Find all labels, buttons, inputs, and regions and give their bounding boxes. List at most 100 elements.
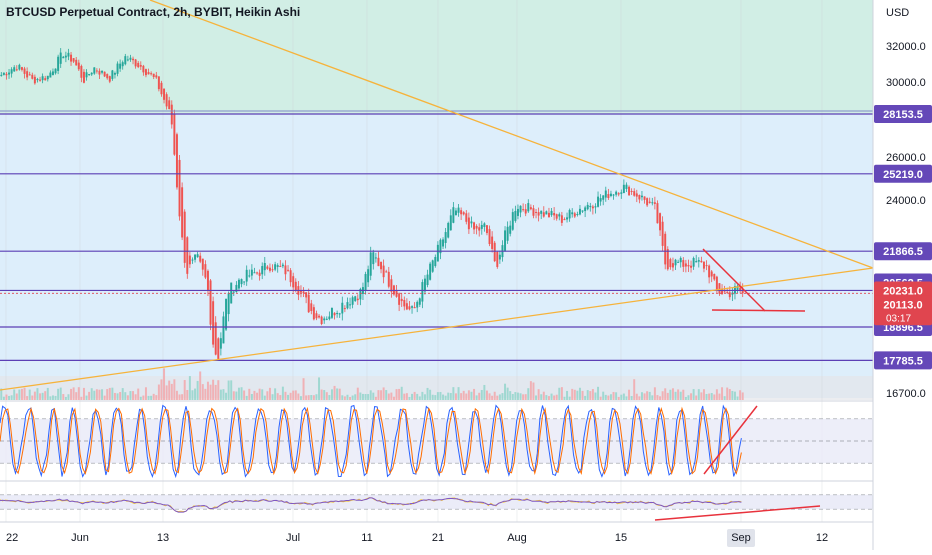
volume-bar [462, 390, 465, 400]
candle-body [411, 306, 414, 308]
volume-bar [310, 394, 313, 400]
volume-bar [253, 390, 256, 400]
volume-bar [648, 391, 651, 400]
candle-body [77, 62, 80, 70]
candle-body [511, 212, 514, 230]
candle-body [578, 208, 581, 215]
volume-bar [403, 393, 406, 400]
volume-bar [338, 388, 341, 400]
candle-body [163, 88, 166, 100]
volume-bar [307, 395, 310, 400]
candle-body [101, 70, 104, 73]
volume-bar [168, 380, 171, 400]
volume-bar [390, 392, 393, 400]
candle-body [421, 282, 424, 302]
candle-body [527, 203, 530, 212]
volume-bar [380, 390, 383, 400]
volume-bar [690, 393, 693, 400]
volume-bar [573, 389, 576, 400]
candle-body [429, 263, 432, 280]
volume-bar [638, 396, 641, 400]
candle-body [488, 229, 491, 244]
volume-bar [8, 395, 11, 400]
volume-bar [129, 391, 132, 400]
volume-bar [387, 393, 390, 400]
candle-body [462, 212, 465, 215]
volume-bar [377, 390, 380, 400]
candle-body [576, 213, 579, 215]
volume-bar [54, 395, 57, 400]
candle-body [144, 69, 147, 76]
volume-bar [736, 396, 739, 400]
candle-body [178, 159, 181, 217]
candle-body [439, 239, 442, 254]
candle-body [369, 252, 372, 276]
volume-bar [726, 387, 729, 400]
candle-body [542, 212, 545, 217]
candle-body [475, 225, 478, 229]
candle-body [320, 316, 323, 324]
candle-body [175, 134, 178, 188]
candle-body [51, 71, 54, 76]
volume-bar [718, 393, 721, 400]
candle-body [325, 318, 328, 320]
candle-body [491, 236, 494, 249]
candle-body [584, 207, 587, 212]
candle-body [382, 265, 385, 278]
volume-bar [646, 391, 649, 400]
candle-body [142, 65, 145, 73]
candle-body [529, 207, 532, 210]
candle-body [509, 225, 512, 234]
candle-body [103, 71, 106, 77]
trend-lines [0, 0, 874, 391]
candle-body [547, 212, 550, 218]
volume-bar [320, 389, 323, 400]
volume-bar [196, 380, 199, 400]
volume-bar [431, 394, 434, 400]
volume-bar [28, 389, 31, 400]
candle-body [64, 55, 67, 58]
volume-bar [405, 393, 408, 400]
volume-bar [392, 396, 395, 400]
countdown-label: 03:17 [886, 313, 911, 324]
candle-body [635, 193, 638, 197]
y-tick-label: 24000.0 [886, 195, 926, 207]
candle-body [377, 257, 380, 267]
volume-bar [51, 395, 54, 400]
volume-bar [178, 394, 181, 400]
volume-bar [710, 393, 713, 400]
candle-body [591, 206, 594, 209]
candle-body [258, 272, 261, 276]
volume-bar [230, 380, 233, 400]
candle-body [604, 190, 607, 198]
candle-body [418, 298, 421, 305]
candle-body [648, 201, 651, 203]
candle-body [615, 191, 618, 195]
candle-body [168, 100, 171, 110]
volume-bar [20, 388, 23, 400]
candle-body [460, 210, 463, 215]
candle-body [312, 307, 315, 320]
candle-body [194, 254, 197, 260]
volume-bar [485, 390, 488, 400]
level-label-bg [874, 105, 932, 123]
volume-bar [150, 395, 153, 400]
volume-bar [700, 392, 703, 400]
volume-bar [382, 387, 385, 400]
candle-body [692, 257, 695, 267]
volume-bar [323, 390, 326, 400]
candle-body [266, 266, 269, 269]
x-tick-label: Aug [507, 532, 527, 544]
candle-body [5, 73, 8, 76]
candle-body [390, 279, 393, 292]
volume-bar [201, 384, 204, 400]
volume-bar [465, 393, 468, 400]
volume-bar [460, 393, 463, 400]
candle-body [599, 198, 602, 202]
candle-body [75, 59, 78, 66]
candle-body [646, 198, 649, 206]
time-axis[interactable]: 22 Jun 13 Jul 11 21 Aug 15 Sep 12 [6, 529, 828, 547]
volume-bar [15, 393, 18, 400]
chart-title: BTCUSD Perpetual Contract, 2h, BYBIT, He… [6, 5, 300, 19]
volume-bar [266, 391, 269, 400]
